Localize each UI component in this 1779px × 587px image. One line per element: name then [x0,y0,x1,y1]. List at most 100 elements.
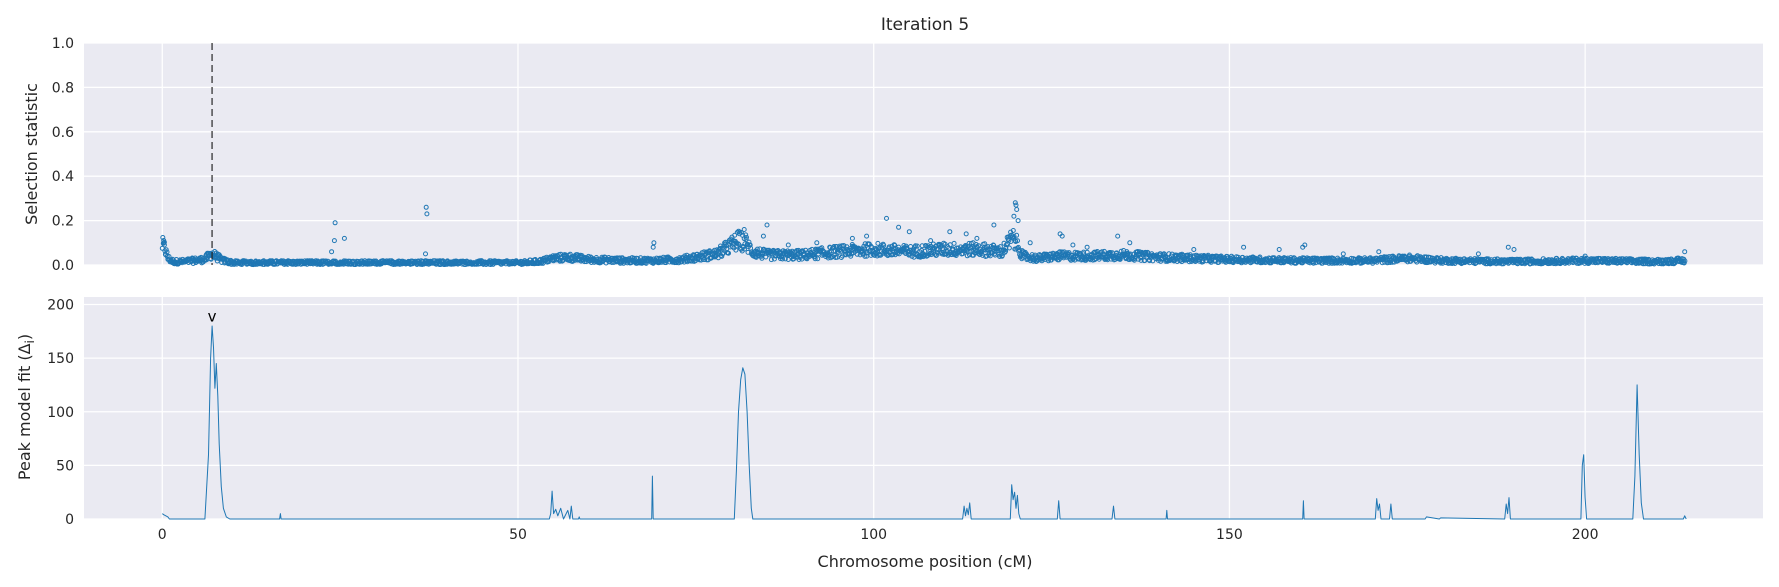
data-point [742,246,747,252]
data-point [702,257,708,262]
bottom-panel: Peak model fit (Δi) 0 50 100 150 200 0 50 100 1… [15,297,1763,571]
data-point [752,249,758,255]
data-point [423,251,428,257]
data-point [1003,248,1009,254]
data-point [1643,256,1649,262]
data-point [1147,258,1153,264]
top-scatter-points [159,200,1688,268]
data-point [1012,200,1018,206]
top-gridlines [84,42,1763,266]
bottom-y-axis-label: Peak model fit (Δi) [15,334,37,480]
x-tick-labels: 0 50 100 150 200 [158,527,1599,543]
data-point [1300,244,1306,250]
data-point [1020,254,1026,260]
data-point [1143,249,1148,255]
data-point [947,229,953,235]
data-point [1010,228,1016,233]
data-point [831,244,837,249]
data-point [906,229,912,235]
data-point [982,241,988,247]
data-point [906,252,912,258]
bottom-y-tick-label: 50 [56,458,74,474]
data-point [163,247,169,253]
x-axis-label: Chromosome position (cM) [818,552,1033,571]
data-point [650,244,656,250]
x-tick-label: 50 [509,527,527,543]
data-point [1008,239,1014,244]
data-point [1475,251,1481,257]
data-point [854,251,860,257]
data-point [1127,240,1133,246]
peak-model-fit-line [161,325,1687,520]
data-point [881,242,887,248]
data-point [892,242,898,248]
data-point [760,233,766,239]
data-point [742,241,748,247]
data-point [884,215,889,221]
data-point [1241,244,1247,250]
data-point [848,253,854,259]
top-y-tick-label: 0.4 [52,169,74,185]
data-point [1101,248,1107,254]
data-point [746,239,752,245]
data-point [768,257,774,263]
x-tick-label: 0 [158,527,167,543]
data-point [780,256,785,262]
data-point [423,204,429,210]
data-point [331,238,337,244]
top-y-tick-label: 1.0 [52,36,74,52]
data-point [764,222,770,228]
data-point [914,243,920,249]
bottom-y-tick-label: 150 [47,351,74,367]
data-point [814,240,820,246]
data-point [161,240,167,246]
data-point [991,222,997,228]
bottom-y-tick-label: 100 [47,405,74,421]
data-point [1582,253,1588,259]
data-point [1150,258,1156,264]
top-y-tick-label: 0.8 [52,80,74,96]
data-point [726,250,731,256]
top-y-tick-label: 0.0 [52,258,74,274]
data-point [1511,247,1517,252]
data-point [424,211,430,217]
data-point [1059,233,1065,239]
data-point [849,235,855,241]
data-point [1015,238,1020,244]
bottom-y-tick-label: 200 [47,298,74,314]
data-point [940,246,946,251]
data-point [332,220,338,226]
top-y-axis-label: Selection statistic [22,83,41,225]
data-point [864,233,870,239]
top-panel-background [84,43,1763,265]
data-point [1084,244,1090,250]
data-point [1015,218,1021,224]
data-point [1682,258,1688,264]
bottom-y-tick-label: 0 [65,512,74,528]
data-point [991,242,997,248]
data-point [963,231,969,237]
data-point [951,240,957,246]
data-point [997,254,1003,259]
data-point [1011,233,1017,239]
data-point [747,242,753,248]
top-panel: Iteration 5 Selection statistic 0.00.20.… [22,15,1763,274]
chart-title: Iteration 5 [881,15,969,35]
data-point [875,240,881,246]
data-point [161,242,167,248]
data-point [736,242,742,247]
data-point [744,234,749,240]
data-point [812,256,818,262]
data-point [919,247,925,253]
data-point [968,245,974,251]
data-point [735,241,741,247]
bottom-y-tick-labels: 0 50 100 150 200 [47,298,74,528]
data-point [928,238,934,244]
data-point [872,252,878,258]
data-point [933,252,939,258]
data-point [329,249,335,255]
data-point [570,258,576,264]
data-point [198,254,204,260]
top-y-tick-labels: 0.0 0.2 0.4 0.6 0.8 1.0 [52,36,74,274]
